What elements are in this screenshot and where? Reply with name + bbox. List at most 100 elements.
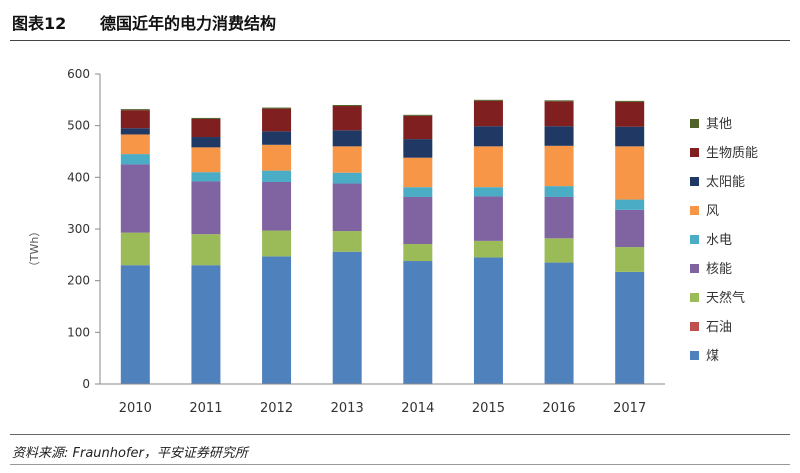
- bar-segment-2014-水电: [403, 187, 433, 197]
- source-note: 资料来源: Fraunhofer，平安证券研究所: [12, 446, 248, 461]
- bar-segment-2011-天然气: [191, 234, 221, 266]
- bar-segment-2015-太阳能: [473, 126, 503, 147]
- bar-segment-2015-煤: [473, 257, 503, 384]
- bar-segment-2012-太阳能: [262, 131, 292, 145]
- bar-segment-2010-核能: [120, 164, 150, 233]
- bar-segment-2010-太阳能: [120, 128, 150, 135]
- bar-segment-2013-太阳能: [332, 130, 362, 147]
- figure-title: 德国近年的电力消费结构: [100, 14, 277, 33]
- bar-segment-2010-煤: [120, 265, 150, 384]
- bar-segment-2017-煤: [615, 271, 645, 384]
- bar-segment-2017-风: [615, 146, 645, 200]
- bar-stack-2010: [120, 109, 150, 384]
- legend-label: 水电: [706, 233, 732, 248]
- bar-segment-2011-核能: [191, 181, 221, 235]
- bar-segment-2016-风: [544, 145, 574, 187]
- bar-segment-2012-水电: [262, 170, 292, 182]
- legend-swatch: [690, 264, 699, 273]
- legend-swatch: [690, 293, 699, 302]
- bar-segment-2013-水电: [332, 172, 362, 184]
- x-tick-label: 2012: [260, 401, 293, 416]
- bar-segment-2016-太阳能: [544, 126, 574, 146]
- x-tick-label: 2015: [472, 401, 505, 416]
- bar-segment-2016-煤: [544, 262, 574, 384]
- bar-segment-2016-生物质能: [544, 101, 574, 127]
- legend-swatch: [690, 119, 699, 128]
- footer-bottom-divider: [10, 464, 790, 465]
- bar-segment-2013-其他: [332, 105, 362, 107]
- bar-segment-2011-水电: [191, 172, 221, 182]
- bar-segment-2013-天然气: [332, 231, 362, 252]
- bar-segment-2015-生物质能: [473, 100, 503, 127]
- bar-segment-2017-水电: [615, 199, 645, 210]
- bar-segment-2017-核能: [615, 209, 645, 248]
- legend-swatch: [690, 322, 699, 331]
- bar-segment-2017-天然气: [615, 247, 645, 272]
- bar-area: [120, 99, 645, 384]
- bar-segment-2014-太阳能: [403, 139, 433, 158]
- bar-segment-2015-核能: [473, 196, 503, 241]
- legend-label: 风: [706, 204, 719, 219]
- bar-stack-2017: [615, 100, 645, 384]
- bar-segment-2011-太阳能: [191, 137, 221, 148]
- bar-segment-2010-天然气: [120, 232, 150, 266]
- y-axis-label: （TWh）: [28, 226, 41, 273]
- y-tick-label: 300: [67, 222, 90, 236]
- bar-segment-2012-其他: [262, 107, 292, 109]
- bar-stack-2014: [403, 114, 433, 384]
- figure-number: 图表12: [12, 14, 67, 33]
- bar-segment-2016-水电: [544, 186, 574, 197]
- bar-segment-2011-其他: [191, 117, 221, 119]
- x-tick-label: 2016: [543, 401, 576, 416]
- legend-swatch: [690, 177, 699, 186]
- y-tick-label: 400: [67, 170, 90, 184]
- bar-segment-2010-其他: [120, 109, 150, 111]
- bar-stack-2015: [473, 99, 503, 384]
- y-tick-label: 0: [82, 377, 90, 391]
- x-tick-label: 2011: [189, 401, 222, 416]
- bar-segment-2010-水电: [120, 154, 150, 165]
- bar-segment-2017-生物质能: [615, 101, 645, 127]
- header-divider: [10, 40, 790, 41]
- bar-segment-2013-核能: [332, 183, 362, 232]
- bar-segment-2014-核能: [403, 196, 433, 244]
- bar-segment-2013-风: [332, 146, 362, 173]
- bar-segment-2012-天然气: [262, 230, 292, 257]
- bar-segment-2014-其他: [403, 114, 433, 116]
- bar-stack-2016: [544, 100, 574, 384]
- bar-segment-2015-天然气: [473, 240, 503, 258]
- x-tick-label: 2010: [119, 401, 152, 416]
- bar-segment-2017-太阳能: [615, 126, 645, 147]
- x-tick-label: 2017: [613, 401, 646, 416]
- x-tick-label: 2014: [401, 401, 434, 416]
- y-tick-label: 500: [67, 119, 90, 133]
- bar-stack-2012: [262, 107, 292, 384]
- bar-segment-2014-煤: [403, 261, 433, 384]
- bar-segment-2017-其他: [615, 100, 645, 102]
- x-tick-label: 2013: [331, 401, 364, 416]
- bar-segment-2010-风: [120, 134, 150, 155]
- bar-segment-2015-其他: [473, 99, 503, 101]
- bar-segment-2014-天然气: [403, 243, 433, 262]
- bar-segment-2013-生物质能: [332, 106, 362, 131]
- legend-label: 煤: [706, 349, 719, 364]
- bar-segment-2012-煤: [262, 256, 292, 384]
- bar-segment-2014-生物质能: [403, 115, 433, 140]
- bar-stack-2013: [332, 105, 362, 384]
- figure-footer: 资料来源: Fraunhofer，平安证券研究所: [0, 432, 800, 473]
- legend-label: 石油: [706, 320, 732, 335]
- bar-segment-2016-核能: [544, 196, 574, 239]
- bar-segment-2013-煤: [332, 251, 362, 384]
- bar-segment-2010-生物质能: [120, 110, 150, 129]
- bar-segment-2015-水电: [473, 187, 503, 197]
- stacked-bar-chart: 0 100 200 300 400 500 600 2010 2011 2012 2013 2014…: [28, 67, 758, 416]
- x-axis: 2010 2011 2012 2013 2014 2015 2016 2017: [100, 383, 665, 416]
- bar-segment-2011-风: [191, 147, 221, 173]
- legend-swatch: [690, 148, 699, 157]
- bar-segment-2011-生物质能: [191, 118, 221, 138]
- y-tick-label: 100: [67, 325, 90, 339]
- bar-segment-2012-生物质能: [262, 108, 292, 132]
- legend-swatch: [690, 235, 699, 244]
- legend-label: 生物质能: [706, 146, 758, 161]
